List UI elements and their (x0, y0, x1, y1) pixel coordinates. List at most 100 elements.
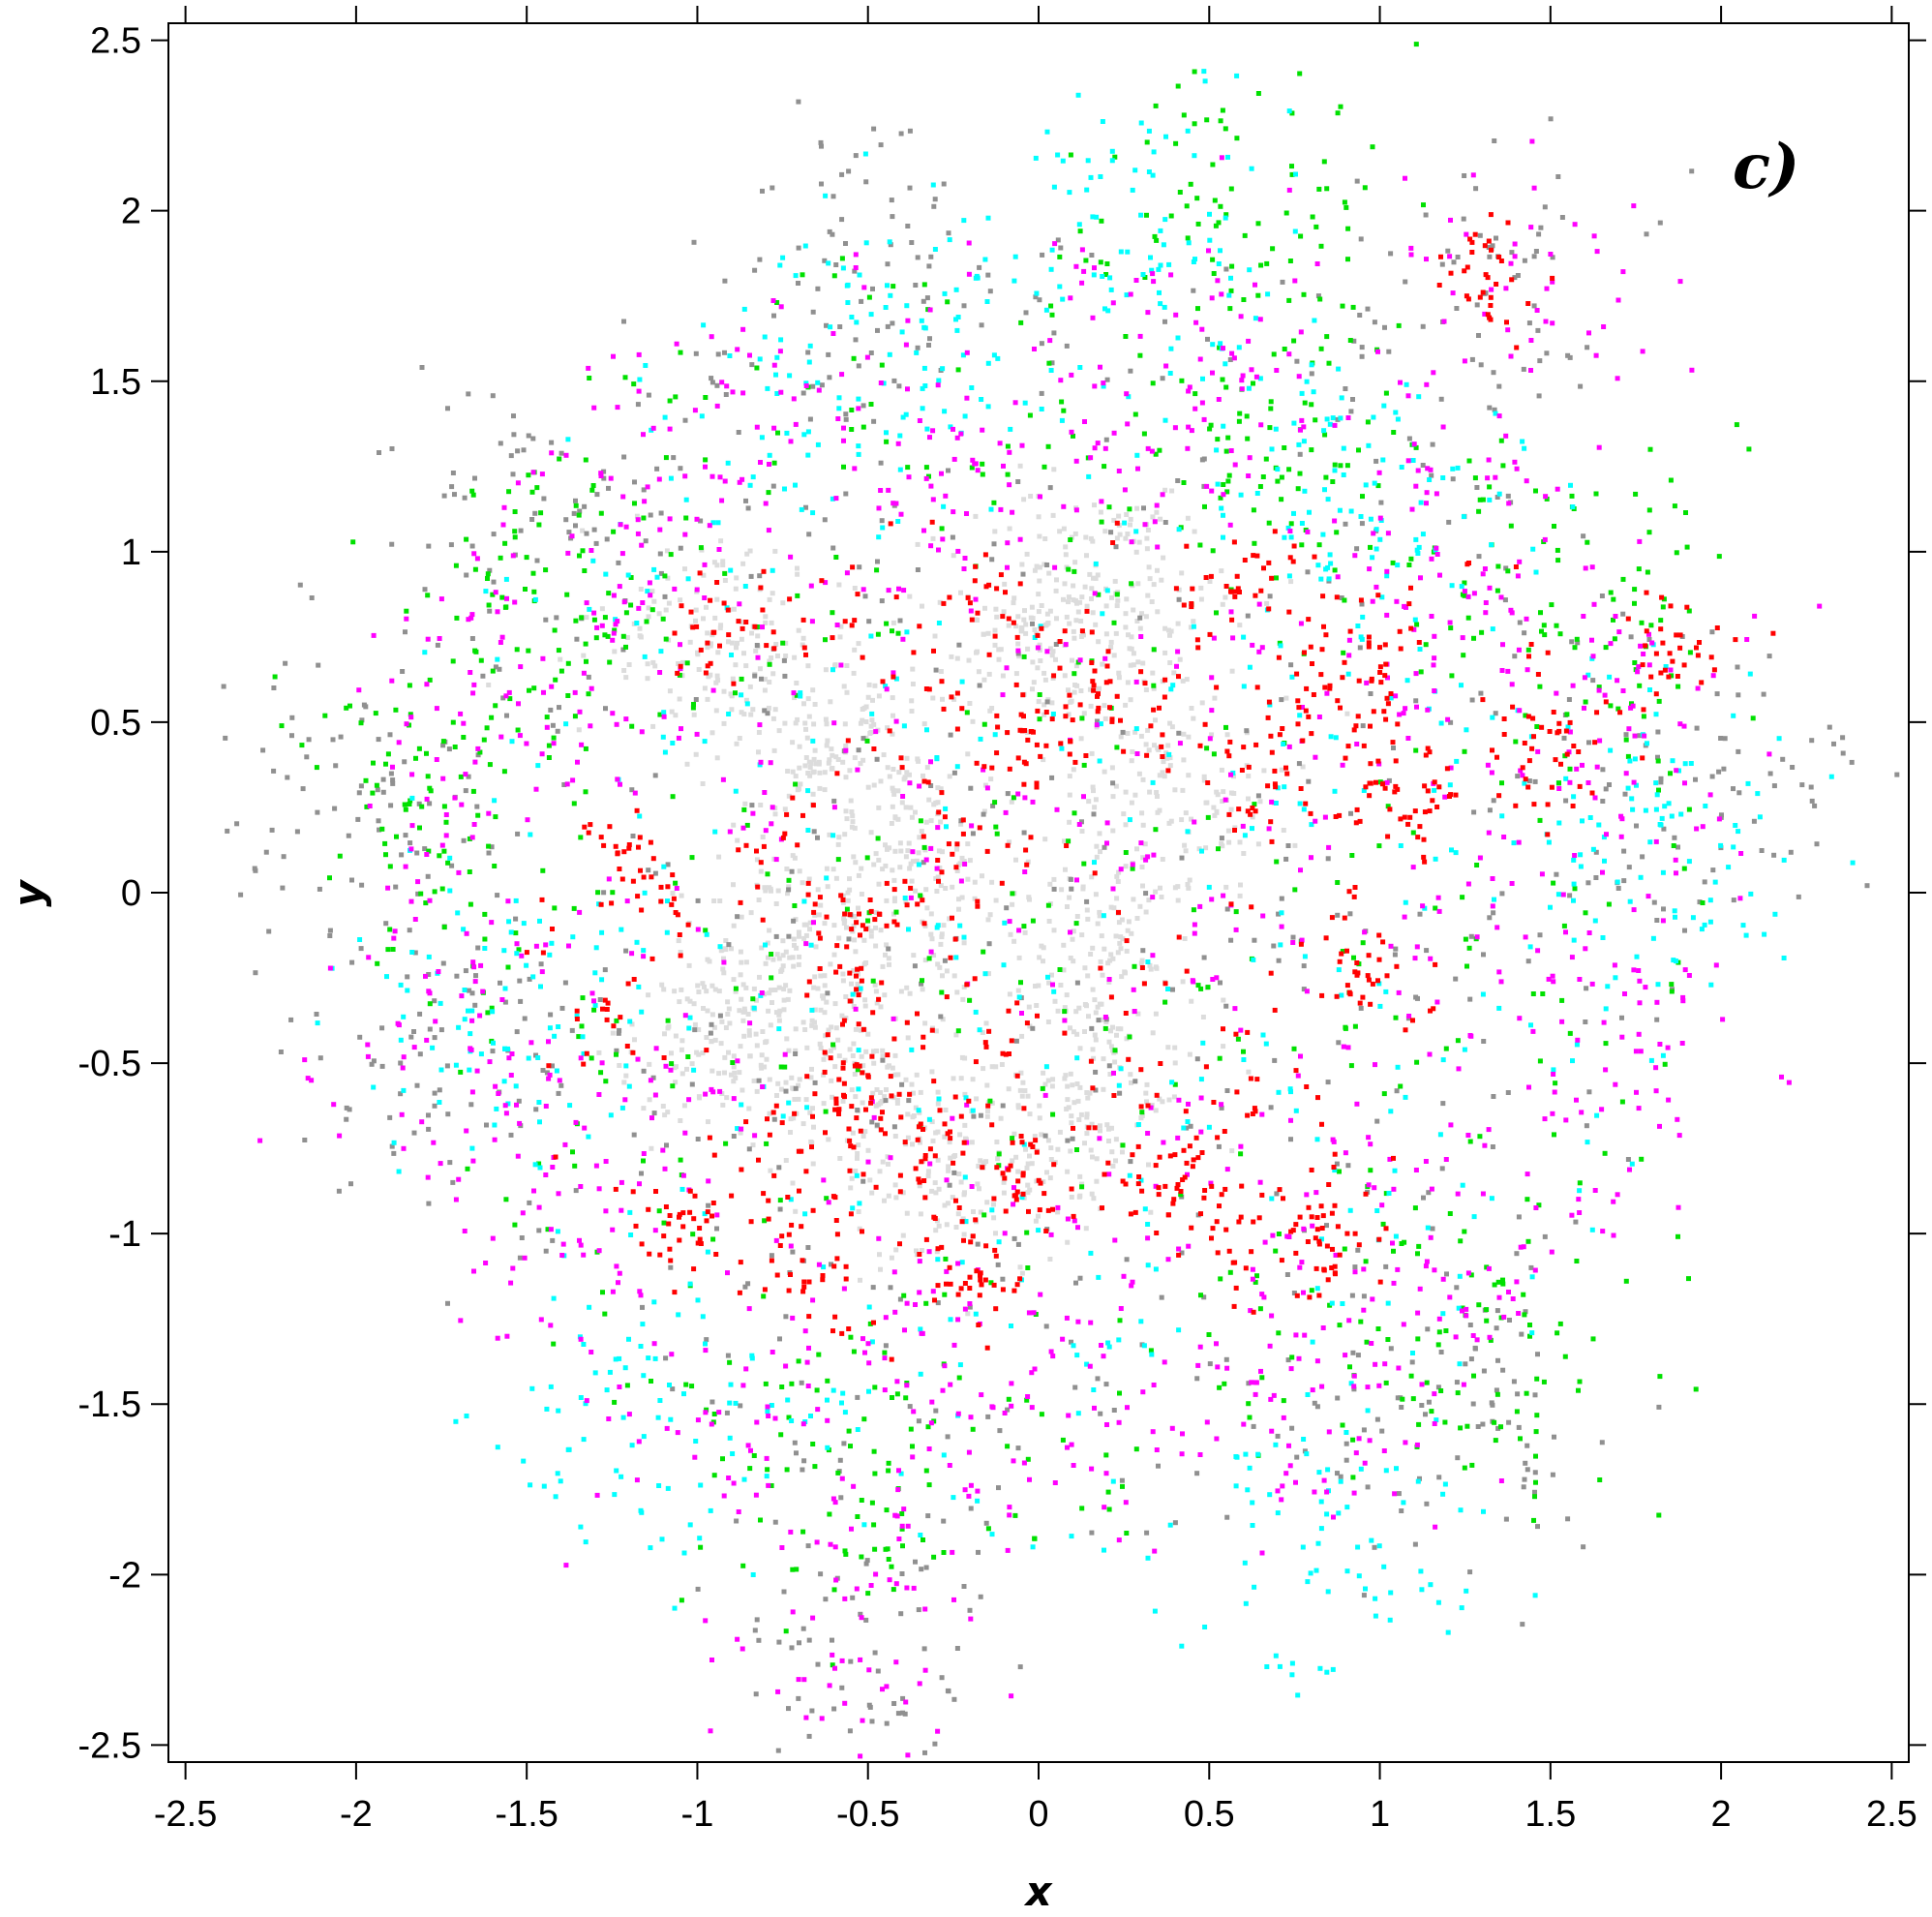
data-point (1145, 528, 1151, 532)
data-point (1426, 1399, 1432, 1405)
data-point (1489, 542, 1494, 548)
data-point (780, 938, 786, 944)
data-point (714, 596, 720, 602)
data-point (894, 1098, 900, 1103)
data-point (1150, 514, 1156, 520)
data-point (851, 1349, 857, 1354)
data-point (1548, 116, 1554, 122)
data-point (1109, 765, 1115, 771)
data-point (776, 1018, 782, 1023)
data-point (859, 892, 864, 897)
data-point (1064, 992, 1070, 998)
data-point (935, 1728, 941, 1734)
data-point (1433, 856, 1438, 862)
data-point (927, 1161, 933, 1167)
data-point (1264, 260, 1270, 266)
data-point (794, 692, 800, 698)
data-point (358, 720, 364, 726)
data-point (1273, 801, 1279, 806)
data-point (731, 1079, 737, 1084)
data-point (1840, 750, 1846, 756)
data-point (886, 956, 891, 961)
data-point (1501, 1314, 1507, 1320)
data-point (1246, 1069, 1252, 1075)
data-point (885, 283, 890, 289)
data-point (1513, 739, 1519, 745)
data-point (1065, 1169, 1071, 1174)
data-point (1138, 120, 1144, 126)
data-point (819, 181, 824, 187)
data-point (861, 1416, 867, 1422)
data-point (1602, 1150, 1608, 1156)
data-point (876, 1235, 882, 1241)
data-point (1103, 1019, 1109, 1024)
data-point (1290, 940, 1296, 945)
data-point (327, 933, 333, 938)
data-point (387, 927, 393, 932)
data-point (727, 1435, 733, 1441)
data-point (1136, 771, 1142, 776)
data-point (1181, 757, 1187, 763)
data-point (882, 1198, 887, 1203)
data-point (1337, 1323, 1343, 1328)
data-point (537, 1165, 543, 1171)
data-point (1161, 759, 1166, 765)
data-point (1145, 959, 1151, 964)
data-point (1131, 651, 1136, 656)
data-point (1586, 1089, 1592, 1095)
data-point (623, 610, 629, 616)
data-point (1674, 958, 1678, 964)
data-point (1455, 1455, 1461, 1461)
data-point (528, 832, 533, 837)
data-point (1093, 1010, 1099, 1016)
data-point (673, 1080, 679, 1085)
data-point (835, 857, 841, 863)
data-point (1307, 509, 1312, 515)
data-point (953, 287, 959, 292)
data-point (1531, 254, 1537, 259)
data-point (503, 604, 509, 610)
data-point (1364, 1339, 1370, 1345)
data-point (1089, 253, 1095, 258)
data-point (797, 868, 802, 874)
data-point (1703, 804, 1708, 808)
data-point (1494, 588, 1500, 593)
data-point (1442, 1481, 1448, 1487)
data-point (475, 752, 481, 758)
data-point (1048, 266, 1054, 272)
data-point (1266, 826, 1272, 832)
data-point (652, 663, 658, 669)
data-point (514, 1029, 520, 1035)
data-point (768, 760, 773, 766)
data-point (485, 571, 491, 577)
data-point (852, 755, 858, 761)
data-point (1219, 505, 1224, 511)
data-point (855, 1151, 860, 1156)
data-point (786, 887, 792, 893)
data-point (1032, 1536, 1038, 1541)
data-point (770, 185, 775, 191)
data-point (1607, 782, 1612, 787)
data-point (1223, 266, 1229, 272)
data-point (770, 483, 776, 489)
data-point (1106, 1126, 1111, 1132)
data-point (1445, 248, 1451, 254)
data-point (750, 1572, 756, 1577)
data-point (1334, 1161, 1340, 1167)
data-point (655, 1415, 661, 1420)
data-point (1499, 891, 1505, 897)
data-point (1399, 1405, 1404, 1410)
data-point (1326, 360, 1332, 366)
data-point (1325, 1589, 1331, 1595)
data-point (1055, 237, 1061, 243)
data-point (869, 717, 875, 723)
data-point (461, 927, 467, 932)
data-point (1034, 1003, 1040, 1008)
data-point (722, 278, 728, 284)
data-point (1443, 1046, 1449, 1051)
data-point (464, 572, 469, 578)
data-point (1141, 1343, 1147, 1349)
data-point (898, 511, 904, 517)
data-point (709, 1021, 714, 1027)
data-point (1086, 799, 1092, 805)
